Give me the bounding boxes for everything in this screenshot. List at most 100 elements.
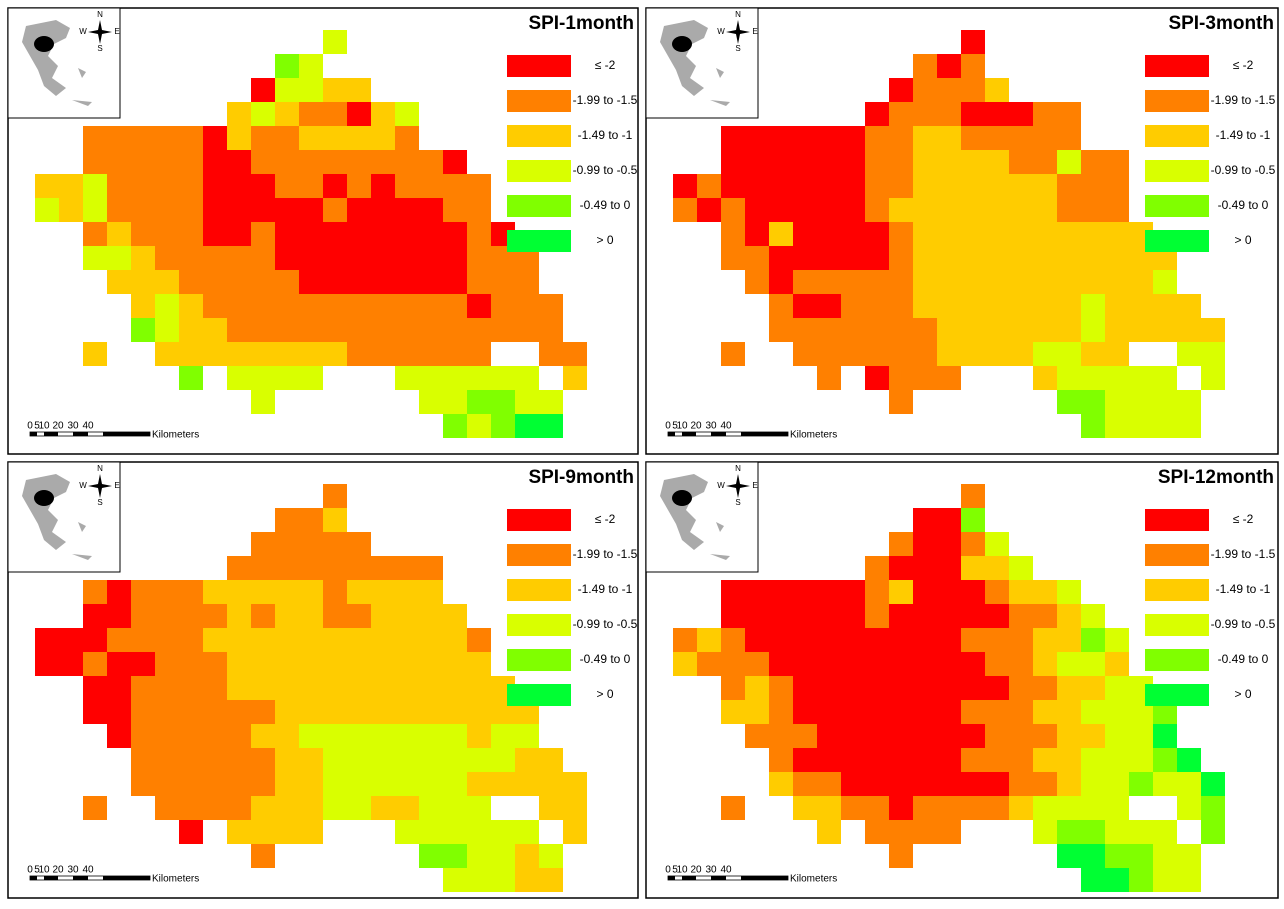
cell <box>721 580 745 604</box>
compass-w: W <box>717 481 725 490</box>
cell <box>817 820 841 844</box>
scale-label: 40 <box>720 421 732 432</box>
cell <box>443 294 467 318</box>
cell <box>443 724 467 748</box>
cell <box>937 222 961 246</box>
cell <box>1153 270 1177 294</box>
cell <box>1105 246 1129 270</box>
cell <box>745 222 769 246</box>
cell <box>467 844 491 868</box>
cell <box>179 796 203 820</box>
cell <box>467 414 491 438</box>
cell <box>1009 652 1033 676</box>
cell <box>1033 772 1057 796</box>
cell <box>1177 342 1201 366</box>
cell <box>275 604 299 628</box>
cell <box>299 556 323 580</box>
cell <box>251 342 275 366</box>
scale-seg <box>711 876 726 880</box>
cell <box>515 772 539 796</box>
cell <box>395 772 419 796</box>
cell <box>721 126 745 150</box>
cell <box>913 246 937 270</box>
cell <box>1009 174 1033 198</box>
cell <box>107 628 131 652</box>
inset-region <box>34 490 54 506</box>
cell <box>443 700 467 724</box>
cell <box>371 198 395 222</box>
cell <box>985 532 1009 556</box>
cell <box>323 246 347 270</box>
cell <box>793 246 817 270</box>
cell <box>1009 796 1033 820</box>
cell <box>419 174 443 198</box>
cell <box>889 844 913 868</box>
cell <box>721 150 745 174</box>
cell <box>131 748 155 772</box>
scale-seg <box>741 432 788 436</box>
cell <box>1105 366 1129 390</box>
cell <box>1057 198 1081 222</box>
cell <box>395 366 419 390</box>
cell <box>841 700 865 724</box>
cell <box>419 796 443 820</box>
cell <box>1153 390 1177 414</box>
cell <box>467 700 491 724</box>
cell <box>179 318 203 342</box>
cell <box>347 270 371 294</box>
cell <box>985 724 1009 748</box>
compass <box>726 20 750 44</box>
cell <box>323 270 347 294</box>
cell <box>467 366 491 390</box>
cell <box>467 342 491 366</box>
cell <box>1177 414 1201 438</box>
cell <box>1033 294 1057 318</box>
scale-seg <box>73 432 88 436</box>
compass-n: N <box>735 464 741 473</box>
cell <box>1105 318 1129 342</box>
legend-label: > 0 <box>596 233 613 247</box>
cell <box>1177 390 1201 414</box>
legend-swatch <box>507 90 571 112</box>
cell <box>1009 126 1033 150</box>
cell <box>841 748 865 772</box>
cell <box>913 102 937 126</box>
cell <box>913 318 937 342</box>
cell <box>1081 270 1105 294</box>
cell <box>1033 270 1057 294</box>
compass-e: E <box>114 481 119 490</box>
cell <box>299 270 323 294</box>
cell <box>203 174 227 198</box>
cell <box>961 532 985 556</box>
cell <box>179 772 203 796</box>
cell <box>251 604 275 628</box>
cell <box>227 724 251 748</box>
cell <box>673 198 697 222</box>
cell <box>817 580 841 604</box>
cell <box>59 652 83 676</box>
cell <box>443 772 467 796</box>
cell <box>203 748 227 772</box>
scale-label: 40 <box>82 421 94 432</box>
compass <box>726 474 750 498</box>
cell <box>1201 820 1225 844</box>
legend-swatch <box>1145 649 1209 671</box>
cell <box>515 724 539 748</box>
cell <box>275 796 299 820</box>
cell <box>1105 270 1129 294</box>
cell <box>1033 628 1057 652</box>
cell <box>697 628 721 652</box>
compass-n: N <box>97 10 103 19</box>
cell <box>889 772 913 796</box>
cell <box>347 652 371 676</box>
cell <box>937 772 961 796</box>
cell <box>515 868 539 892</box>
cell <box>83 198 107 222</box>
scale-label: 40 <box>720 865 732 876</box>
raster <box>673 30 1225 438</box>
cell <box>491 414 515 438</box>
cell <box>371 772 395 796</box>
cell <box>817 246 841 270</box>
cell <box>251 198 275 222</box>
legend-swatch <box>507 579 571 601</box>
